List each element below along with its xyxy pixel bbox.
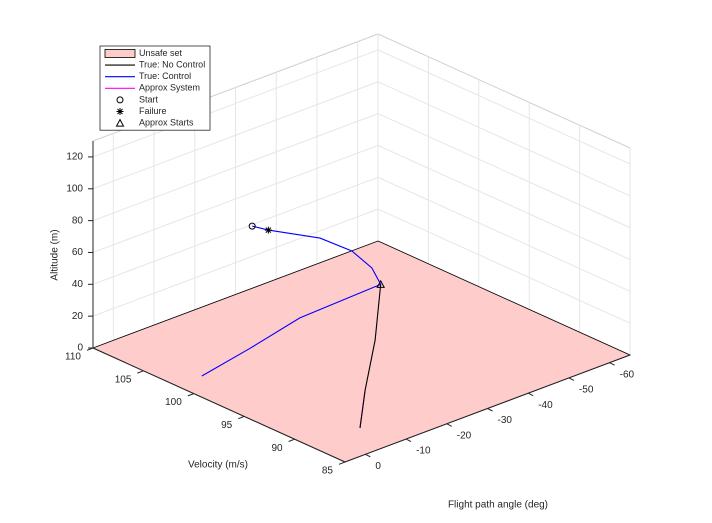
x-tick — [338, 461, 346, 465]
z-tick-label: 120 — [66, 152, 83, 163]
x-tick-label: 95 — [221, 420, 233, 431]
legend-label: Approx Starts — [139, 117, 194, 127]
x-tick — [238, 415, 245, 420]
y-tick-label: 0 — [375, 461, 381, 472]
legend-label: Approx System — [139, 83, 200, 93]
legend-swatch — [116, 108, 124, 115]
legend-label: Unsafe set — [139, 48, 183, 58]
x-tick — [187, 393, 194, 397]
z-tick-label: 80 — [72, 215, 84, 226]
grid-line — [377, 113, 631, 229]
x-tick — [288, 438, 295, 442]
grid-line — [377, 176, 631, 292]
marker — [264, 226, 272, 234]
x-axis — [92, 347, 346, 463]
unsafe-region — [91, 240, 632, 463]
series-line — [359, 284, 382, 429]
series-line — [201, 225, 382, 377]
legend-swatch — [116, 96, 124, 104]
legend-label: True: No Control — [139, 59, 205, 69]
y-tick — [405, 438, 412, 443]
z-tick-label: 60 — [72, 247, 84, 258]
legend-label: Start — [139, 94, 159, 104]
legend-swatch — [115, 118, 125, 127]
box-edge — [377, 33, 631, 149]
y-tick-label: -10 — [416, 446, 431, 457]
x-tick-label: 110 — [65, 352, 81, 363]
marker — [376, 279, 386, 288]
grid-line — [377, 81, 631, 197]
y-tick — [365, 453, 371, 458]
y-tick-label: -30 — [498, 415, 513, 426]
y-tick — [446, 423, 453, 427]
grid-line — [377, 49, 631, 165]
x-tick — [137, 370, 144, 374]
y-tick-label: -50 — [579, 385, 594, 396]
legend-label: True: Control — [139, 71, 191, 81]
z-tick-label: 100 — [66, 183, 83, 194]
x-tick-label: 90 — [271, 443, 283, 454]
marker — [248, 222, 256, 230]
y-tick — [527, 392, 534, 397]
y-tick — [487, 408, 493, 412]
x-tick-label: 105 — [115, 374, 132, 385]
z-tick-label: 40 — [72, 279, 84, 290]
legend-label: Failure — [139, 106, 167, 116]
y-tick-label: -60 — [620, 369, 635, 380]
z-axis-title: Altitude (m) — [50, 229, 61, 280]
y-axis-title: Flight path angle (deg) — [448, 500, 548, 511]
x-tick-label: 100 — [165, 397, 182, 408]
x-axis-title: Velocity (m/s) — [188, 460, 248, 471]
x-tick-label: 85 — [322, 466, 334, 477]
y-tick — [568, 377, 575, 381]
grid-line — [377, 208, 631, 324]
z-tick-label: 0 — [77, 343, 83, 354]
y-tick — [609, 362, 615, 366]
y-tick-label: -40 — [538, 400, 553, 411]
grid-line — [377, 145, 631, 260]
y-tick-label: -20 — [457, 430, 472, 441]
z-tick-label: 20 — [72, 311, 84, 322]
legend-swatch — [104, 49, 136, 58]
